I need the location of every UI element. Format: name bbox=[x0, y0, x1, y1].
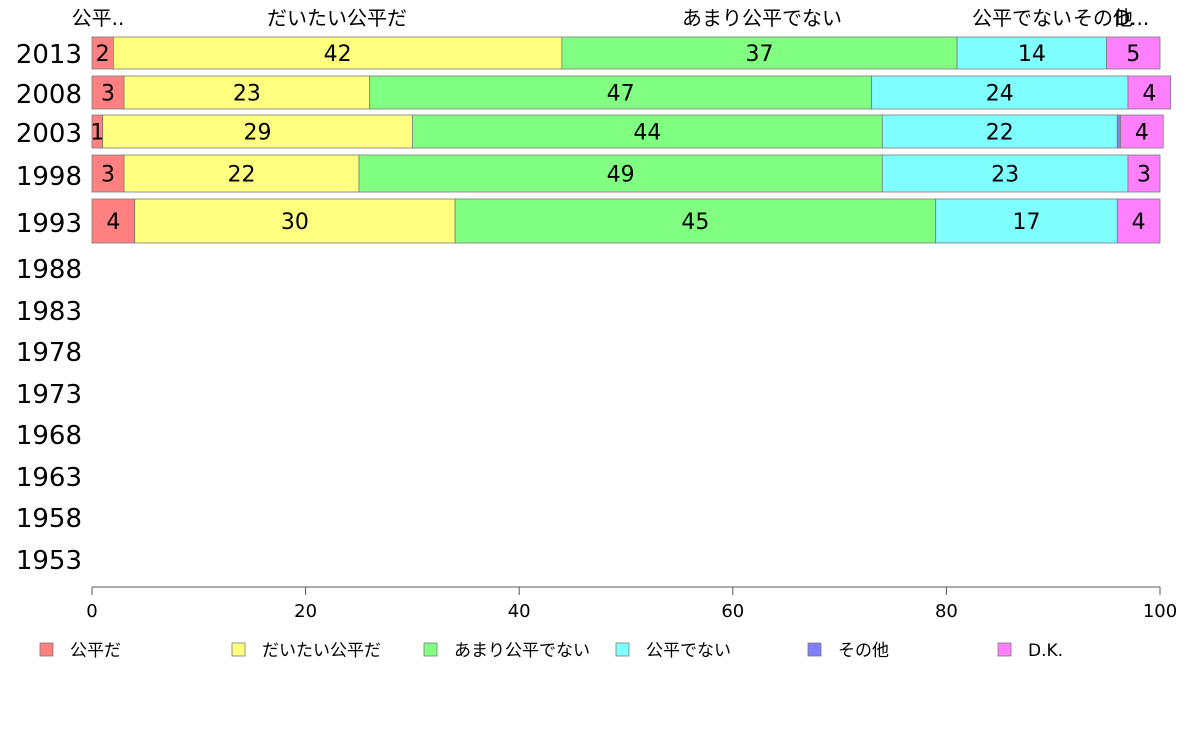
data-label-2013-1: 42 bbox=[324, 42, 352, 67]
bar-segment-2008-1 bbox=[123, 75, 371, 110]
data-label-1998-3: 23 bbox=[991, 163, 1019, 188]
legend-swatch-5 bbox=[997, 642, 1012, 657]
data-label-2013-5: 5 bbox=[1126, 42, 1140, 67]
year-label-2003: 2003 bbox=[16, 119, 82, 149]
top-label-1: だいたい公平だ bbox=[267, 6, 407, 30]
legend-swatch-2 bbox=[423, 642, 438, 657]
bar-segment-2013-1 bbox=[112, 36, 563, 70]
x-axis: 0 20 40 60 80 100 bbox=[86, 586, 1177, 622]
data-label-2013-0: 2 bbox=[96, 42, 110, 67]
legend-swatch-3 bbox=[615, 642, 630, 657]
bar-segment-1998-2 bbox=[358, 154, 883, 193]
year-label-1988: 1988 bbox=[16, 255, 82, 285]
bar-segment-2003-5 bbox=[1120, 114, 1164, 149]
bar-segment-2013-3 bbox=[956, 36, 1108, 70]
bar-segment-2008-0 bbox=[91, 75, 125, 110]
data-label-1993-3: 17 bbox=[1013, 210, 1041, 235]
year-label-1973: 1973 bbox=[16, 380, 82, 410]
top-label-2: あまり公平でない bbox=[682, 6, 842, 30]
year-label-1983: 1983 bbox=[16, 297, 82, 327]
bar-segment-2013-2 bbox=[561, 36, 958, 70]
legend-label-4: その他 bbox=[838, 641, 889, 661]
year-label-2008: 2008 bbox=[16, 80, 82, 110]
bar-segment-1993-0 bbox=[91, 198, 136, 244]
year-label-1958: 1958 bbox=[16, 504, 82, 534]
data-label-2003-5: 4 bbox=[1135, 121, 1149, 146]
data-label-1998-0: 3 bbox=[101, 163, 115, 188]
x-tick-label-40: 40 bbox=[508, 601, 531, 622]
year-label-1978: 1978 bbox=[16, 338, 82, 368]
bar-segment-2003-2 bbox=[411, 114, 883, 149]
data-label-2003-0: 1 bbox=[90, 121, 104, 146]
data-label-1998-5: 3 bbox=[1137, 163, 1151, 188]
data-label-1993-1: 30 bbox=[281, 210, 309, 235]
year-label-1953: 1953 bbox=[16, 546, 82, 576]
data-label-1993-2: 45 bbox=[681, 210, 709, 235]
top-label-0: 公平.. bbox=[72, 6, 125, 30]
bar-segment-2003-3 bbox=[881, 114, 1118, 149]
x-tick-label-60: 60 bbox=[721, 601, 744, 622]
bar-segment-1993-1 bbox=[134, 198, 456, 244]
data-label-1998-2: 49 bbox=[607, 163, 635, 188]
data-label-2003-2: 44 bbox=[633, 121, 661, 146]
bar-segment-2008-2 bbox=[369, 75, 873, 110]
data-label-2008-0: 3 bbox=[101, 82, 115, 107]
bar-segment-2013-5 bbox=[1106, 36, 1161, 70]
top-label-5: D... bbox=[1115, 6, 1149, 30]
data-label-2008-2: 47 bbox=[607, 82, 635, 107]
legend-label-5: D.K. bbox=[1028, 641, 1063, 661]
top-label-4: その他 bbox=[1073, 6, 1133, 30]
year-labels-group: 2013 2008 2003 1998 1993 1988 1983 1978 1973 1968… bbox=[16, 40, 82, 576]
top-label-3: 公平でない bbox=[972, 6, 1072, 30]
x-tick-label-100: 100 bbox=[1143, 601, 1177, 622]
legend-label-2: あまり公平でない bbox=[454, 641, 590, 661]
data-label-2008-1: 23 bbox=[233, 82, 261, 107]
bar-segment-1993-3 bbox=[935, 198, 1118, 244]
legend: 公平だ だいたい公平だ あまり公平でない 公平でない その他 D.K. bbox=[39, 641, 1063, 661]
bar-segment-1998-5 bbox=[1127, 154, 1161, 193]
bar-segment-1998-0 bbox=[91, 154, 125, 193]
bar-segment-1993-5 bbox=[1116, 198, 1161, 244]
data-label-2003-1: 29 bbox=[244, 121, 272, 146]
bar-segment-1998-1 bbox=[123, 154, 360, 193]
year-label-1998: 1998 bbox=[16, 162, 82, 192]
bars-group: 2 42 37 14 5 3 23 47 24 4 1 29 44 22 4 3 22 49 23 3 4 30 45 17 4 bbox=[90, 36, 1172, 244]
x-tick-label-20: 20 bbox=[294, 601, 317, 622]
bar-segment-2008-3 bbox=[871, 75, 1129, 110]
x-tick-label-80: 80 bbox=[935, 601, 958, 622]
legend-label-1: だいたい公平だ bbox=[262, 641, 381, 661]
year-label-1993: 1993 bbox=[16, 209, 82, 239]
year-label-1963: 1963 bbox=[16, 463, 82, 493]
year-label-1968: 1968 bbox=[16, 421, 82, 451]
data-label-2008-3: 24 bbox=[986, 82, 1014, 107]
legend-label-3: 公平でない bbox=[646, 641, 731, 661]
legend-swatch-4 bbox=[807, 642, 822, 657]
bar-segment-2003-4 bbox=[1116, 114, 1121, 149]
data-label-2013-3: 14 bbox=[1018, 42, 1046, 67]
data-label-1993-5: 4 bbox=[1132, 210, 1146, 235]
legend-swatch-1 bbox=[231, 642, 246, 657]
x-tick-label-0: 0 bbox=[86, 601, 97, 622]
data-label-2008-5: 4 bbox=[1142, 82, 1156, 107]
top-labels-group: 公平.. だいたい公平だ あまり公平でない 公平でない その他D... bbox=[72, 6, 1150, 30]
legend-label-0: 公平だ bbox=[70, 641, 121, 661]
bar-segment-2008-5 bbox=[1127, 75, 1172, 110]
data-label-2013-2: 37 bbox=[746, 42, 774, 67]
data-label-2003-3: 22 bbox=[986, 121, 1014, 146]
bar-segment-1998-3 bbox=[881, 154, 1129, 193]
data-label-1993-0: 4 bbox=[106, 210, 120, 235]
year-label-2013: 2013 bbox=[16, 40, 82, 70]
bar-segment-2003-1 bbox=[102, 114, 413, 149]
legend-swatch-0 bbox=[39, 642, 54, 657]
data-label-1998-1: 22 bbox=[228, 163, 256, 188]
